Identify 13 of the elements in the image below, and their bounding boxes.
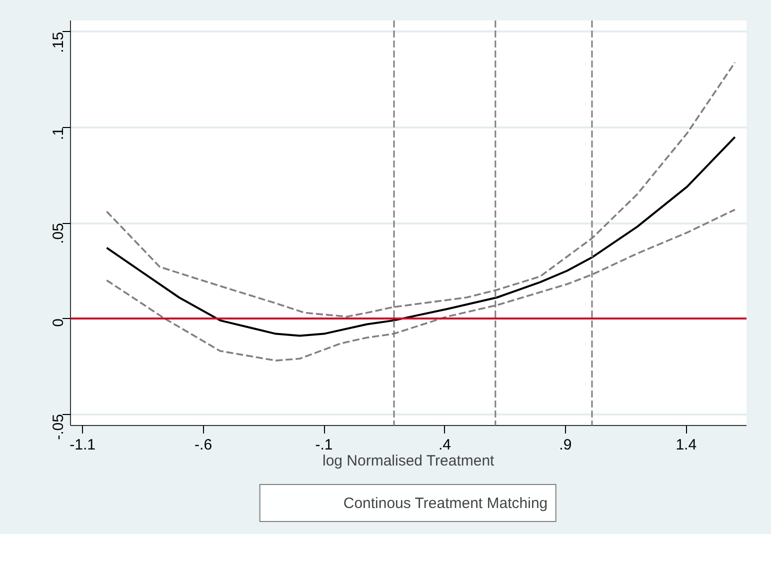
y-tick-label: -.05 xyxy=(50,414,67,440)
y-tick-label: 0 xyxy=(50,318,67,327)
x-axis-title: log Normalised Treatment xyxy=(322,452,496,470)
x-tick-label: -.6 xyxy=(194,436,212,454)
y-tick-label: .15 xyxy=(50,32,67,53)
x-tick-label: -.1 xyxy=(315,436,333,454)
y-tick-label: .1 xyxy=(50,127,67,140)
x-tick-label: -1.1 xyxy=(70,436,96,454)
x-tick-label: 1.4 xyxy=(676,436,697,454)
text: Continous Treatment Matching xyxy=(343,494,548,512)
x-tick-label: .4 xyxy=(438,436,451,454)
x-tick-label: .9 xyxy=(559,436,572,454)
y-tick-label: .05 xyxy=(50,222,67,244)
